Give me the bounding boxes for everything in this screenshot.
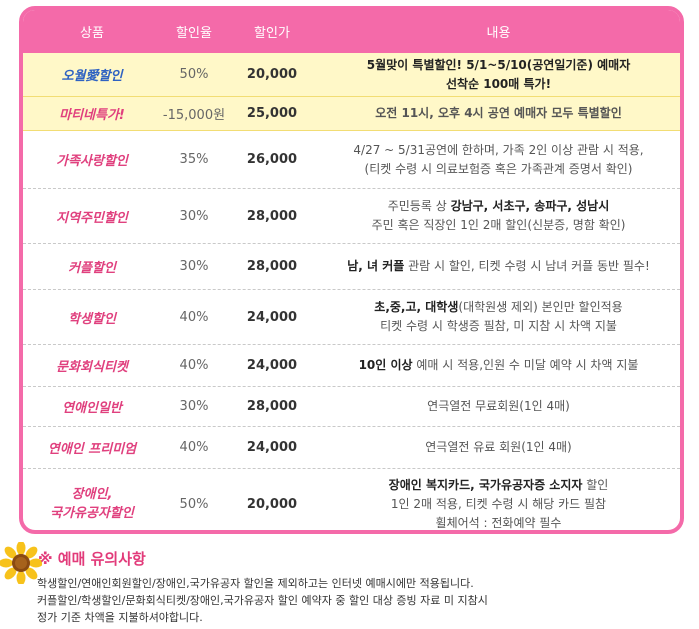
row-content: 남, 녀 커플 관람 시 할인, 티켓 수령 시 남녀 커플 동반 필수! (317, 257, 680, 276)
header-discount-rate: 할인율 (176, 26, 212, 41)
discount-price: 24,000 (246, 358, 298, 373)
discount-price: 28,000 (246, 399, 298, 414)
row-content: 초,중,고, 대학생(대학원생 제외) 본인만 할인적용 티켓 수령 시 학생증… (317, 298, 680, 336)
discount-price: 24,000 (246, 309, 298, 325)
content-line: 장애인 복지카드, 국가유공자증 소지자 할인 (323, 476, 674, 495)
content-line: 장애인 복지카드, 국가유공자증 소지자 (388, 477, 583, 492)
table-row: 연애인일반 30% 28,000 연극열전 무료회원(1인 4매) (23, 387, 680, 427)
content-line: (티켓 수령 시 의료보험증 혹은 가족관계 증명서 확인) (364, 161, 633, 176)
content-line: 남, 녀 커플 (347, 259, 405, 273)
table-row: 가족사랑할인 35% 26,000 4/27 ~ 5/31공연에 한하며, 가족… (23, 131, 680, 189)
product-name: 연애인일반 (62, 401, 122, 416)
discount-price: 28,000 (246, 259, 298, 274)
discount-price: 28,000 (246, 208, 298, 224)
discount-rate: 40% (179, 440, 209, 455)
row-content: 4/27 ~ 5/31공연에 한하며, 가족 2인 이상 관람 시 적용, (티… (317, 141, 680, 179)
notice-body: 학생할인/연애인회원할인/장애인,국가유공자 할인을 제외하고는 인터넷 예매시… (37, 575, 488, 626)
content-line: 할인 (582, 477, 609, 492)
discount-rate: 40% (179, 309, 209, 325)
header-product: 상품 (80, 26, 104, 41)
row-content: 연극열전 유료 회원(1인 4매) (425, 440, 572, 454)
content-line: 예매 시 적용,인원 수 미달 예약 시 차액 지불 (412, 358, 639, 372)
table-row: 지역주민할인 30% 28,000 주민등록 상 강남구, 서초구, 송파구, … (23, 189, 680, 244)
table-row: 오월愛할인 50% 20,000 5월맞이 특별할인! 5/1~5/10(공연일… (23, 53, 680, 97)
product-name: 문화회식티켓 (56, 360, 128, 375)
discount-price: 25,000 (246, 106, 298, 121)
header-content: 내용 (486, 26, 511, 41)
notice-line: 학생할인/연애인회원할인/장애인,국가유공자 할인을 제외하고는 인터넷 예매시… (37, 577, 474, 590)
content-line: 주민등록 상 강남구, 서초구, 송파구, 성남시 (323, 197, 674, 216)
content-line: 5월맞이 특별할인! 5/1~5/10(공연일기준) 예매자 (366, 57, 631, 72)
discount-table: 상품 할인율 할인가 내용 오월愛할인 50% 20,000 5월맞이 특별할인… (19, 6, 684, 534)
content-line: 초,중,고, 대학생(대학원생 제외) 본인만 할인적용 (323, 298, 674, 317)
row-content: 주민등록 상 강남구, 서초구, 송파구, 성남시 주민 혹은 직장인 1인 2… (317, 197, 680, 235)
table-row: 연애인 프리미엄 40% 24,000 연극열전 유료 회원(1인 4매) (23, 427, 680, 469)
discount-rate: 30% (179, 208, 209, 224)
product-name-line: 국가유공자할인 (50, 506, 134, 521)
discount-rate: 30% (179, 399, 209, 414)
row-content: 10인 이상 예매 시 적용,인원 수 미달 예약 시 차액 지불 (317, 356, 680, 375)
notice-title: ※ 예매 유의사항 (38, 550, 146, 568)
table-header: 상품 할인율 할인가 내용 (23, 10, 680, 53)
content-line: 관람 시 할인, 티켓 수령 시 남녀 커플 동반 필수! (404, 259, 650, 273)
table-row: 문화회식티켓 40% 24,000 10인 이상 예매 시 적용,인원 수 미달… (23, 345, 680, 387)
notice-line: 커플할인/학생할인/문화회식티켓/장애인,국가유공자 할인 예약자 중 할인 대… (37, 594, 488, 607)
row-content: 5월맞이 특별할인! 5/1~5/10(공연일기준) 예매자 선착순 100매 … (317, 56, 680, 94)
row-content: 오전 11시, 오후 4시 공연 예매자 모두 특별할인 (375, 106, 622, 120)
table-row: 학생할인 40% 24,000 초,중,고, 대학생(대학원생 제외) 본인만 … (23, 290, 680, 345)
content-line: 1인 2매 적용, 티켓 수령 시 해당 카드 필참 (390, 496, 607, 511)
content-line: 10인 이상 (358, 358, 413, 372)
sunflower-icon (0, 542, 42, 584)
notice-line: 정가 기준 차액을 지불하셔야합니다. (37, 611, 203, 624)
product-name: 지역주민할인 (56, 210, 128, 226)
content-line: 선착순 100매 특가! (323, 75, 674, 94)
content-line: 휠체어석 : 전화예약 필수 (435, 515, 562, 530)
content-line: 선착순 100매 특가! (445, 76, 552, 91)
discount-rate: -15,000원 (162, 108, 226, 123)
discount-rate: 35% (179, 152, 209, 167)
content-line: 강남구, 서초구, 송파구, 성남시 (450, 199, 610, 213)
content-line: 주민 혹은 직장인 1인 2매 할인(신분증, 명함 확인) (371, 218, 626, 232)
product-name: 가족사랑할인 (56, 154, 128, 169)
row-content: 연극열전 무료회원(1인 4매) (427, 399, 570, 413)
product-name: 오월愛할인 (61, 69, 123, 84)
table-row: 마티네특가! -15,000원 25,000 오전 11시, 오후 4시 공연 … (23, 97, 680, 131)
product-name: 마티네특가! (59, 108, 125, 123)
table-row: 장애인, 국가유공자할인 50% 20,000 장애인 복지카드, 국가유공자증… (23, 469, 680, 531)
row-content: 장애인 복지카드, 국가유공자증 소지자 할인 1인 2매 적용, 티켓 수령 … (317, 476, 680, 531)
header-discount-price: 할인가 (254, 26, 290, 41)
product-name: 커플할인 (68, 261, 116, 276)
product-name: 학생할인 (68, 311, 116, 327)
content-line: 주민등록 상 (387, 199, 451, 213)
discount-rate: 40% (179, 358, 209, 373)
discount-price: 20,000 (246, 496, 298, 512)
discount-price: 24,000 (246, 440, 298, 455)
content-line: 티켓 수령 시 학생증 필참, 미 지참 시 차액 지불 (380, 319, 617, 333)
discount-price: 20,000 (246, 67, 298, 82)
product-name: 장애인, 국가유공자할인 (23, 485, 161, 523)
content-line: 초,중,고, 대학생 (374, 300, 459, 314)
discount-rate: 50% (179, 67, 209, 82)
product-name-line: 장애인, (71, 487, 113, 502)
discount-rate: 50% (179, 496, 209, 512)
table-row: 커플할인 30% 28,000 남, 녀 커플 관람 시 할인, 티켓 수령 시… (23, 244, 680, 290)
content-line: (대학원생 제외) 본인만 할인적용 (458, 300, 623, 314)
content-line: 4/27 ~ 5/31공연에 한하며, 가족 2인 이상 관람 시 적용, (353, 142, 644, 157)
discount-rate: 30% (179, 259, 209, 274)
discount-price: 26,000 (246, 152, 298, 167)
product-name: 연애인 프리미엄 (47, 442, 137, 457)
